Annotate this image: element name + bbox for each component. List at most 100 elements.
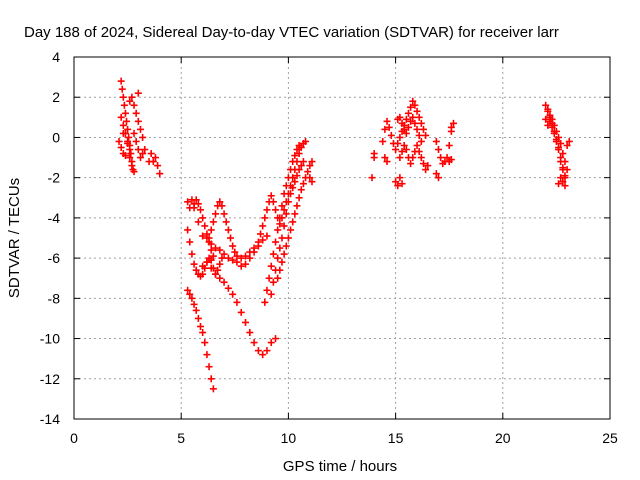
data-point bbox=[415, 131, 423, 139]
data-point bbox=[411, 101, 419, 109]
data-point bbox=[192, 266, 200, 274]
data-point bbox=[297, 186, 305, 194]
data-point bbox=[254, 347, 262, 355]
data-point bbox=[411, 119, 419, 127]
data-point bbox=[186, 290, 194, 298]
axis-ticks bbox=[73, 56, 611, 420]
data-point bbox=[398, 180, 406, 188]
data-point bbox=[297, 162, 305, 170]
data-point bbox=[272, 266, 280, 274]
data-point bbox=[267, 339, 275, 347]
data-point bbox=[229, 290, 237, 298]
data-point bbox=[242, 252, 250, 260]
data-point bbox=[242, 318, 250, 326]
data-point bbox=[379, 137, 387, 145]
data-point bbox=[417, 154, 425, 162]
data-point bbox=[387, 131, 395, 139]
data-point bbox=[308, 158, 316, 166]
data-point bbox=[121, 109, 129, 117]
data-points bbox=[115, 77, 573, 393]
data-point bbox=[295, 194, 303, 202]
data-point bbox=[199, 270, 207, 278]
data-point bbox=[207, 246, 215, 254]
data-point bbox=[128, 162, 136, 170]
data-point bbox=[124, 139, 132, 147]
data-point bbox=[220, 210, 228, 218]
data-point bbox=[274, 226, 282, 234]
data-point bbox=[409, 154, 417, 162]
data-point bbox=[216, 274, 224, 282]
data-point bbox=[194, 200, 202, 208]
data-point bbox=[432, 170, 440, 178]
data-point bbox=[269, 198, 277, 206]
data-point bbox=[434, 146, 442, 154]
data-point bbox=[394, 139, 402, 147]
data-point bbox=[445, 141, 453, 149]
y-tick-label: -2 bbox=[48, 170, 61, 186]
data-point bbox=[409, 97, 417, 105]
data-point bbox=[199, 262, 207, 270]
data-point bbox=[121, 152, 129, 160]
data-point bbox=[132, 109, 140, 117]
data-point bbox=[220, 278, 228, 286]
data-point bbox=[117, 113, 125, 121]
data-point bbox=[299, 158, 307, 166]
data-point bbox=[422, 166, 430, 174]
data-point bbox=[196, 322, 204, 330]
data-point bbox=[188, 250, 196, 258]
x-tick-label: 5 bbox=[177, 430, 185, 446]
data-point bbox=[246, 254, 254, 262]
data-point bbox=[559, 178, 567, 186]
data-point bbox=[267, 262, 275, 270]
data-point bbox=[192, 196, 200, 204]
data-point bbox=[293, 172, 301, 180]
data-point bbox=[145, 158, 153, 166]
data-point bbox=[396, 154, 404, 162]
data-point bbox=[404, 109, 412, 117]
y-tick-label: -14 bbox=[40, 411, 60, 427]
grid-lines bbox=[74, 57, 610, 419]
data-point bbox=[284, 174, 292, 182]
data-point bbox=[134, 89, 142, 97]
data-point bbox=[188, 294, 196, 302]
y-tick-label: -12 bbox=[40, 371, 60, 387]
data-point bbox=[557, 139, 565, 147]
data-point bbox=[186, 238, 194, 246]
data-point bbox=[409, 113, 417, 121]
data-point bbox=[381, 154, 389, 162]
y-tick-label: 4 bbox=[52, 49, 60, 65]
y-tick-label: -8 bbox=[48, 290, 61, 306]
data-point bbox=[233, 252, 241, 260]
y-axis-label: SDTVAR / TECUs bbox=[6, 178, 23, 298]
data-point bbox=[216, 198, 224, 206]
data-point bbox=[280, 250, 288, 258]
data-point bbox=[546, 111, 554, 119]
data-point bbox=[289, 218, 297, 226]
data-point bbox=[147, 150, 155, 158]
data-point bbox=[287, 166, 295, 174]
data-point bbox=[203, 258, 211, 266]
data-point bbox=[278, 202, 286, 210]
data-point bbox=[134, 146, 142, 154]
data-point bbox=[557, 158, 565, 166]
data-point bbox=[278, 258, 286, 266]
data-point bbox=[128, 93, 136, 101]
data-point bbox=[184, 226, 192, 234]
data-point bbox=[139, 150, 147, 158]
data-point bbox=[192, 306, 200, 314]
data-point bbox=[190, 300, 198, 308]
data-point bbox=[220, 250, 228, 258]
data-point bbox=[368, 174, 376, 182]
data-point bbox=[394, 182, 402, 190]
y-tick-label: 0 bbox=[52, 129, 60, 145]
data-point bbox=[308, 178, 316, 186]
data-point bbox=[289, 184, 297, 192]
data-point bbox=[291, 152, 299, 160]
data-point bbox=[274, 274, 282, 282]
data-point bbox=[127, 150, 135, 158]
data-point bbox=[130, 129, 138, 137]
x-tick-label: 25 bbox=[602, 430, 618, 446]
data-point bbox=[284, 198, 292, 206]
data-point bbox=[136, 125, 144, 133]
